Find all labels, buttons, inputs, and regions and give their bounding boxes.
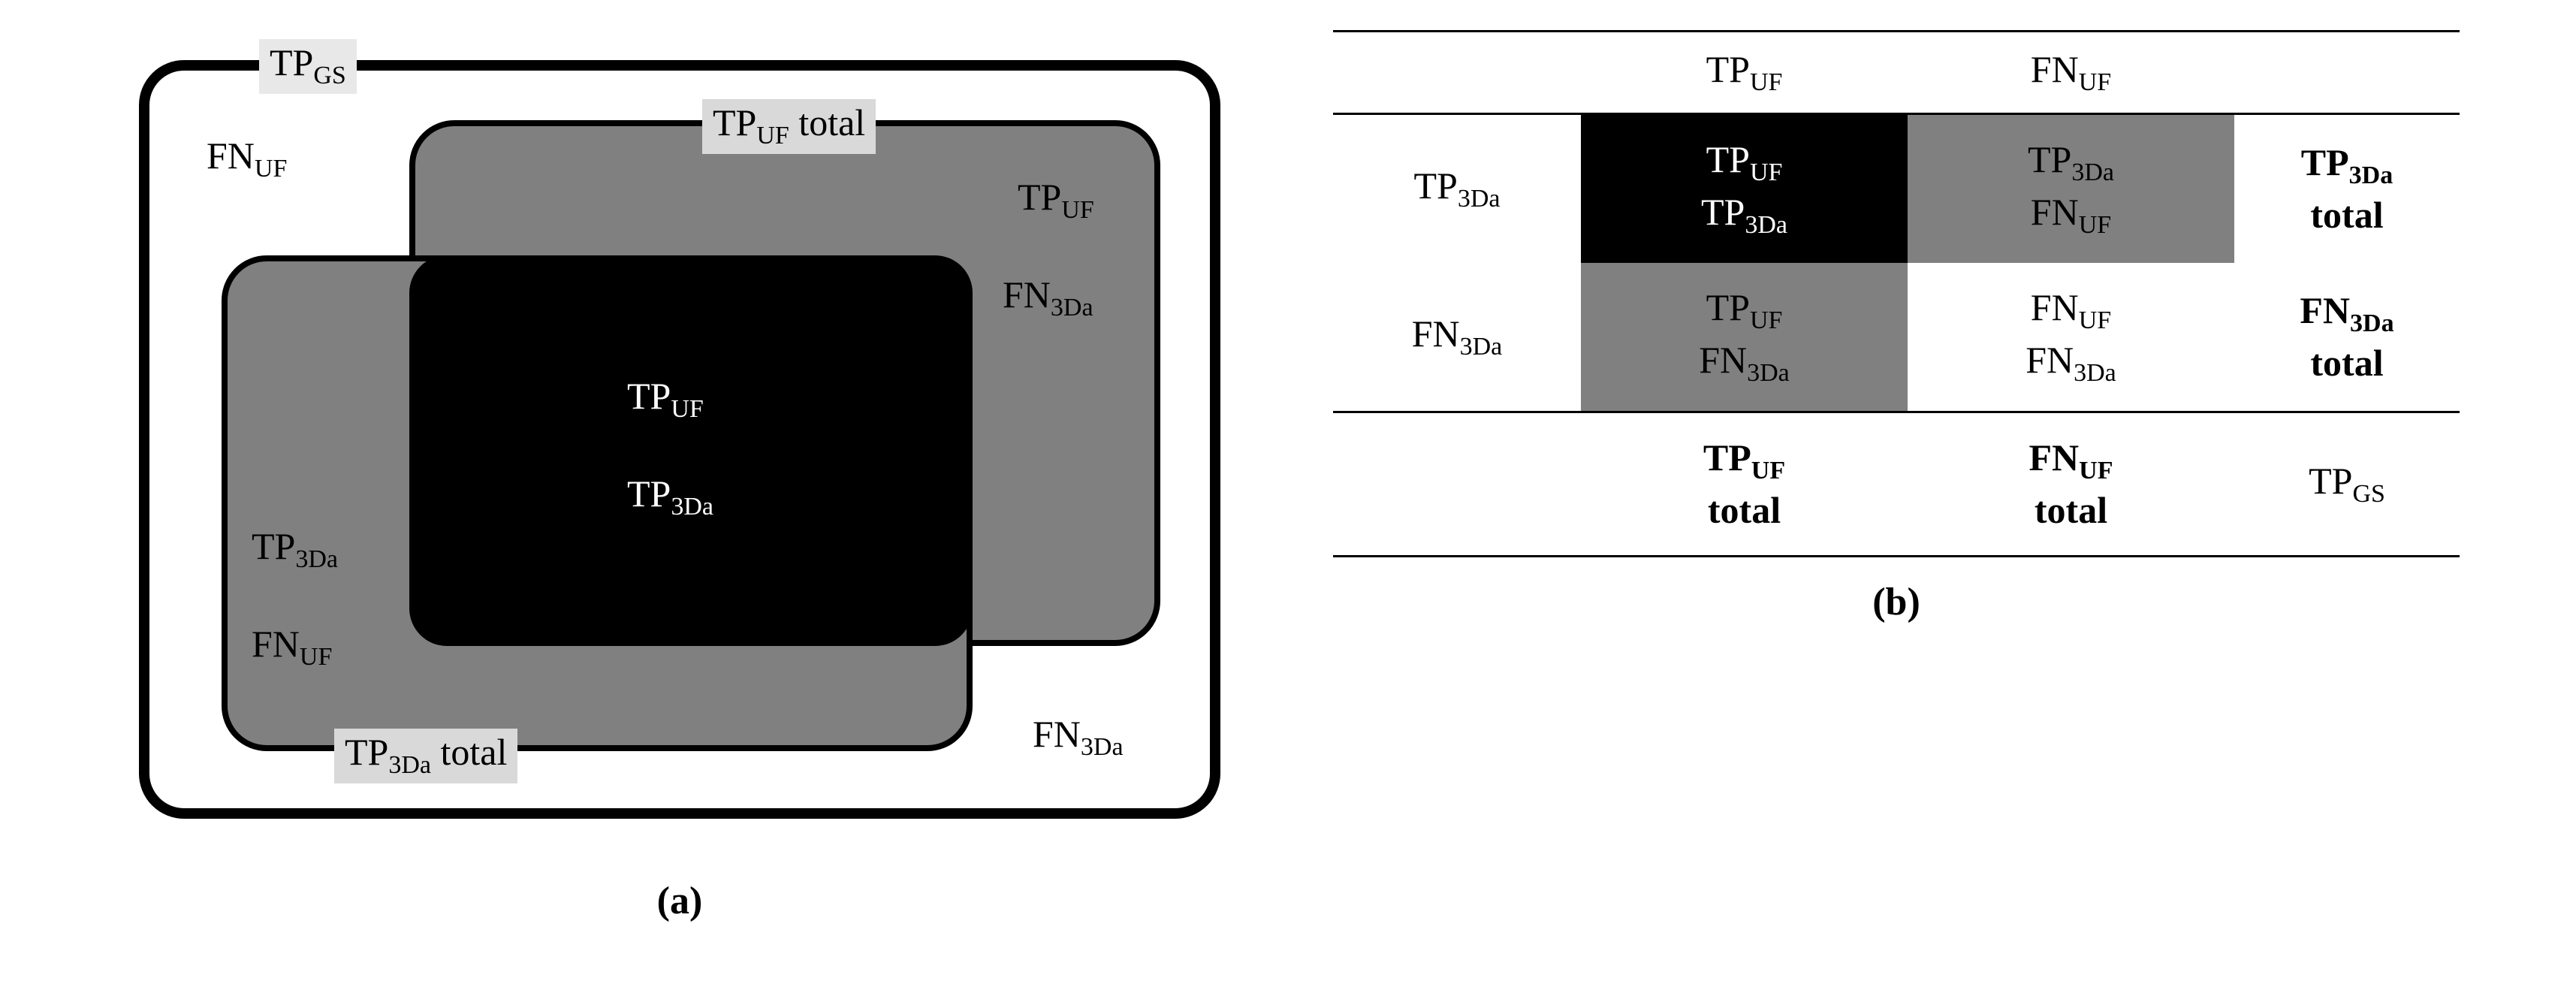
ct-col2-total: FNUF total: [1908, 412, 2234, 556]
label-uf-only-fn: FN3Da: [1003, 274, 1093, 321]
caption-a: (a): [657, 879, 703, 923]
set-intersection-box: [409, 255, 973, 646]
ct-col2-header: FNUF: [1908, 32, 2234, 114]
label-fn-3da-outer: FN3Da: [1033, 714, 1124, 761]
ct-col1-header: TPUF: [1581, 32, 1908, 114]
label-intersection-tpuf: TPUF: [627, 376, 704, 423]
label-fn-uf-outer: FNUF: [207, 135, 287, 183]
figure: TPGS TPUF total TP3Da total FNUF FN3Da T…: [30, 30, 2546, 923]
ct-cell-11: TPUF TP3Da: [1581, 113, 1908, 263]
ct-row2-total: FN3Da total: [2234, 263, 2460, 412]
label-uf-only-tp: TPUF: [1018, 177, 1094, 224]
ct-cell-12: TP3Da FNUF: [1908, 113, 2234, 263]
ct-corner-blank: [1333, 32, 1581, 114]
panel-b: TPUF FNUF TP3Da TPUF TP3Da: [1333, 30, 2460, 624]
ct-col-marginal-blank: [2234, 32, 2460, 114]
label-intersection-tp3da: TP3Da: [627, 473, 713, 521]
contingency-table: TPUF FNUF TP3Da TPUF TP3Da: [1333, 30, 2460, 557]
ct-cell-21: TPUF FN3Da: [1581, 263, 1908, 412]
ct-row1-header: TP3Da: [1333, 113, 1581, 263]
ct-total-row-blank: [1333, 412, 1581, 556]
ct-row2-header: FN3Da: [1333, 263, 1581, 412]
label-tp-3da-total: TP3Da total: [334, 729, 517, 783]
label-tp-uf-total: TPUF total: [702, 99, 876, 154]
contingency-table-wrap: TPUF FNUF TP3Da TPUF TP3Da: [1333, 30, 2460, 557]
ct-row1-total: TP3Da total: [2234, 113, 2460, 263]
panel-a: TPGS TPUF total TP3Da total FNUF FN3Da T…: [116, 30, 1243, 923]
caption-b: (b): [1872, 580, 1920, 624]
label-3da-only-fn: FNUF: [252, 623, 332, 671]
ct-grand-total: TPGS: [2234, 412, 2460, 556]
label-tp-gs: TPGS: [259, 39, 357, 94]
label-3da-only-tp: TP3Da: [252, 526, 338, 573]
ct-col1-total: TPUF total: [1581, 412, 1908, 556]
venn-diagram: TPGS TPUF total TP3Da total FNUF FN3Da T…: [116, 30, 1243, 856]
ct-cell-22: FNUF FN3Da: [1908, 263, 2234, 412]
